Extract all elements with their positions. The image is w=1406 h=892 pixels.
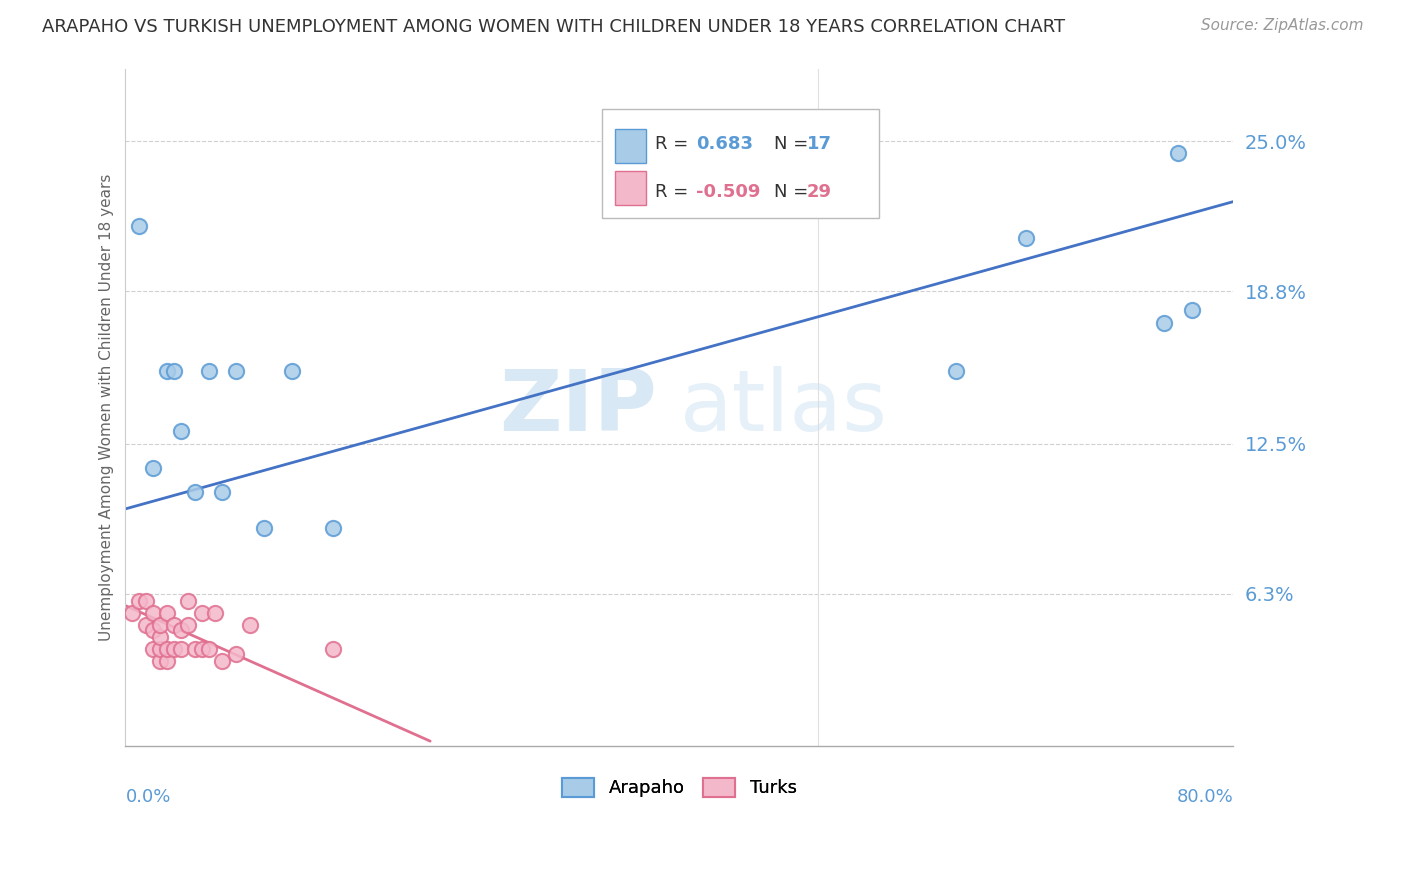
Text: N =: N = bbox=[773, 183, 808, 201]
Point bbox=[190, 606, 212, 620]
Point bbox=[204, 606, 226, 620]
Point bbox=[225, 647, 247, 661]
Point bbox=[135, 594, 157, 608]
Text: ARAPAHO VS TURKISH UNEMPLOYMENT AMONG WOMEN WITH CHILDREN UNDER 18 YEARS CORRELA: ARAPAHO VS TURKISH UNEMPLOYMENT AMONG WO… bbox=[42, 18, 1066, 36]
Point bbox=[190, 642, 212, 657]
Text: 17: 17 bbox=[807, 136, 832, 153]
Bar bbox=[616, 171, 647, 205]
Point bbox=[1014, 231, 1036, 245]
Point bbox=[142, 606, 165, 620]
Point bbox=[170, 642, 193, 657]
Point bbox=[211, 484, 233, 499]
Point bbox=[1167, 146, 1189, 161]
Y-axis label: Unemployment Among Women with Children Under 18 years: Unemployment Among Women with Children U… bbox=[100, 174, 114, 641]
Point bbox=[135, 618, 157, 632]
Text: N =: N = bbox=[773, 136, 808, 153]
Text: R =: R = bbox=[655, 183, 689, 201]
Point bbox=[170, 623, 193, 637]
Point bbox=[197, 642, 219, 657]
Point bbox=[142, 623, 165, 637]
Text: 29: 29 bbox=[807, 183, 832, 201]
Point bbox=[163, 618, 186, 632]
Point bbox=[253, 521, 276, 535]
Point bbox=[156, 654, 179, 668]
Point bbox=[149, 618, 172, 632]
Point bbox=[225, 364, 247, 378]
Point bbox=[163, 364, 186, 378]
Text: 0.0%: 0.0% bbox=[125, 788, 172, 805]
Point bbox=[197, 364, 219, 378]
Point bbox=[1181, 303, 1204, 318]
Point bbox=[239, 618, 262, 632]
Point bbox=[128, 219, 150, 233]
Point bbox=[177, 618, 200, 632]
Point bbox=[142, 460, 165, 475]
Point bbox=[322, 521, 344, 535]
Point bbox=[322, 642, 344, 657]
Point bbox=[170, 425, 193, 439]
Point bbox=[280, 364, 302, 378]
Bar bbox=[616, 129, 647, 163]
Point bbox=[183, 484, 205, 499]
Point bbox=[149, 630, 172, 644]
Point bbox=[156, 364, 179, 378]
Point bbox=[149, 642, 172, 657]
Point bbox=[945, 364, 967, 378]
Text: ZIP: ZIP bbox=[499, 366, 657, 449]
Text: R =: R = bbox=[655, 136, 689, 153]
Point bbox=[163, 642, 186, 657]
Text: 80.0%: 80.0% bbox=[1177, 788, 1233, 805]
Point bbox=[128, 594, 150, 608]
Point bbox=[156, 606, 179, 620]
Text: atlas: atlas bbox=[679, 366, 887, 449]
Point bbox=[121, 606, 143, 620]
Text: Source: ZipAtlas.com: Source: ZipAtlas.com bbox=[1201, 18, 1364, 33]
Point bbox=[149, 654, 172, 668]
Text: -0.509: -0.509 bbox=[696, 183, 761, 201]
Point bbox=[211, 654, 233, 668]
Text: 0.683: 0.683 bbox=[696, 136, 754, 153]
Point bbox=[183, 642, 205, 657]
FancyBboxPatch shape bbox=[602, 109, 879, 218]
Point bbox=[1153, 316, 1175, 330]
Point bbox=[156, 642, 179, 657]
Legend: Arapaho, Turks: Arapaho, Turks bbox=[555, 771, 804, 805]
Point bbox=[142, 642, 165, 657]
Point bbox=[177, 594, 200, 608]
